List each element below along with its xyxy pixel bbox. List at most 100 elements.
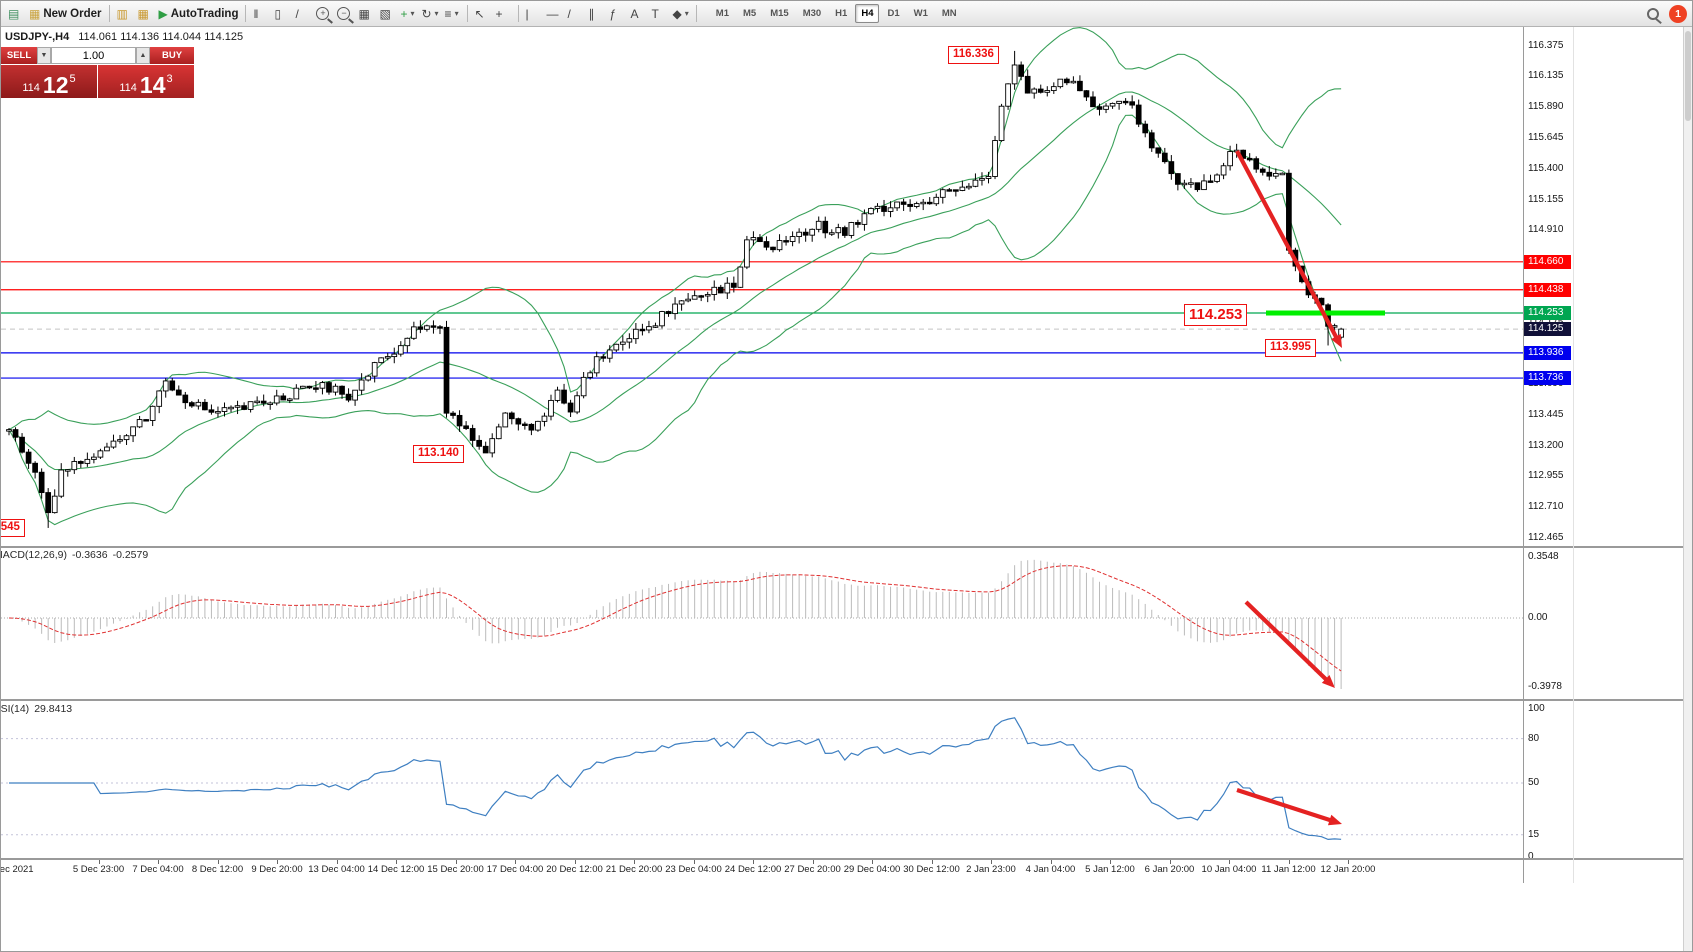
zoom-out-icon[interactable]: −	[334, 3, 355, 24]
one-click-trading-panel: SELL ▼ ▲ BUY 114 12 5 114 14 3	[1, 47, 194, 98]
price-down-arrow	[1235, 150, 1342, 344]
toolbar-separator	[245, 5, 247, 22]
bollinger-upper-band	[8, 27, 1342, 431]
trendline-icon[interactable]: /	[565, 3, 586, 24]
dropdown-caret-icon: ▾	[434, 9, 439, 18]
rsi-line	[9, 717, 1342, 840]
tile-windows-icon: ▦	[358, 6, 370, 21]
buy-price-button[interactable]: 114 14 3	[98, 65, 194, 98]
line-chart-icon[interactable]: /	[292, 3, 313, 24]
zoom-in-icon: +	[316, 7, 330, 20]
macd-histogram	[15, 559, 1342, 689]
candlesticks	[6, 50, 1344, 528]
chart-window-icon[interactable]: ▤	[5, 3, 26, 24]
timeframe-m15[interactable]: M15	[770, 8, 789, 19]
panel-separator[interactable]	[1, 546, 1692, 548]
toolbar-button-group: ▤ ▦ New Order ▥ ▦ ▶ AutoTrading ‖ ▯ / + − ▦ ▧ + ▾ ↻ ▾ ≡ ▾ ↖ +…	[5, 3, 701, 24]
dropdown-caret-icon: ▾	[410, 9, 415, 18]
buy-header-button[interactable]: BUY	[150, 47, 194, 64]
new-chart-button[interactable]: + ▾	[397, 3, 418, 24]
timeframe-mn[interactable]: MN	[941, 8, 957, 19]
timeframe-w1[interactable]: W1	[913, 8, 928, 19]
vertical-line-icon: |	[525, 6, 529, 21]
zoom-in-icon[interactable]: +	[313, 3, 334, 24]
dropdown-caret-icon: ▾	[454, 9, 459, 18]
toolbar-separator	[108, 5, 110, 22]
sell-price-button[interactable]: 114 12 5	[1, 65, 97, 98]
chart-window-icon: ▤	[8, 6, 20, 21]
profiles-icon: ▥	[116, 6, 128, 21]
indicators-icon[interactable]: ≡ ▾	[442, 3, 463, 24]
macd-signal-line	[8, 565, 1342, 672]
crosshair-icon[interactable]: +	[493, 3, 514, 24]
macd-value-2: -0.2579	[112, 549, 149, 561]
bollinger-lower-band	[8, 114, 1342, 526]
fibonacci-icon: ƒ	[609, 6, 617, 21]
cycle-charts-icon: ↻	[421, 6, 432, 21]
autotrading-button-icon: ▶	[158, 6, 168, 21]
shapes-icon[interactable]: ◆ ▾	[670, 3, 692, 24]
new-order-button-label: New Order	[43, 7, 102, 20]
dropdown-caret-icon: ▾	[684, 9, 689, 18]
autotrading-button[interactable]: ▶ AutoTrading	[156, 3, 242, 24]
vertical-scrollbar[interactable]	[1683, 27, 1692, 951]
toolbar-separator	[695, 5, 697, 22]
vertical-line-icon[interactable]: |	[523, 3, 544, 24]
volume-increase-button[interactable]: ▲	[136, 47, 150, 64]
price-down-arrow-head	[1331, 333, 1342, 348]
rsi-down-arrow	[1236, 788, 1337, 825]
timeframe-h4[interactable]: H4	[855, 4, 880, 23]
horizontal-line-icon[interactable]: —	[544, 3, 565, 24]
ask-main-digits: 14	[139, 71, 166, 98]
notification-badge[interactable]: 1	[1669, 5, 1687, 23]
bid-main-digits: 12	[42, 71, 69, 98]
trendline-icon: /	[567, 6, 571, 21]
ask-pip-digit: 3	[166, 73, 173, 85]
profiles-icon[interactable]: ▥	[114, 3, 135, 24]
price-scale-border	[1523, 27, 1524, 883]
ask-prefix: 114	[119, 81, 137, 94]
search-icon[interactable]	[1647, 8, 1659, 20]
text-label-icon[interactable]: T	[649, 3, 670, 24]
toolbar-separator	[517, 5, 519, 22]
channel-icon[interactable]: ∥	[586, 3, 607, 24]
chart-window-edge	[1573, 27, 1574, 883]
timeframe-m30[interactable]: M30	[802, 8, 822, 19]
text-icon[interactable]: A	[628, 3, 649, 24]
market-watch-icon: ▦	[137, 6, 149, 21]
macd-value-1: -0.3636	[71, 549, 108, 561]
bar-chart-icon: ‖	[253, 6, 259, 21]
new-chart-button-icon: +	[400, 6, 408, 21]
panel-separator	[1, 858, 1692, 860]
horizontal-line-icon: —	[546, 6, 559, 21]
cursor-icon[interactable]: ↖	[472, 3, 493, 24]
text-label-icon: T	[651, 6, 659, 21]
sell-header-button[interactable]: SELL	[1, 47, 37, 64]
panel-separator[interactable]	[1, 699, 1692, 701]
timeframe-d1[interactable]: D1	[887, 8, 900, 19]
rsi-label: RSI(14)29.8413	[0, 703, 73, 715]
cursor-icon: ↖	[474, 6, 485, 21]
crosshair-icon: +	[495, 6, 503, 21]
rsi-down-arrow-head	[1327, 814, 1342, 826]
timeframe-h1[interactable]: H1	[835, 8, 848, 19]
candlestick-chart-icon[interactable]: ▯	[271, 3, 292, 24]
volume-decrease-button[interactable]: ▼	[37, 47, 51, 64]
cascade-windows-icon[interactable]: ▧	[376, 3, 397, 24]
timeframe-m1[interactable]: M1	[715, 8, 729, 19]
new-order-button[interactable]: ▦ New Order	[26, 3, 105, 24]
timeframe-m5[interactable]: M5	[743, 8, 757, 19]
shapes-icon: ◆	[672, 6, 682, 21]
market-watch-icon[interactable]: ▦	[135, 3, 156, 24]
timeframe-button-group: M1 M5 M15 M30 H1 H4 D1 W1 MN	[709, 4, 964, 23]
tile-windows-icon[interactable]: ▦	[355, 3, 376, 24]
new-order-button-icon: ▦	[29, 6, 41, 21]
volume-input[interactable]	[51, 47, 136, 64]
cycle-charts-icon[interactable]: ↻ ▾	[418, 3, 441, 24]
line-chart-icon: /	[295, 6, 299, 21]
scrollbar-thumb[interactable]	[1685, 31, 1691, 121]
fibonacci-icon[interactable]: ƒ	[607, 3, 628, 24]
bid-prefix: 114	[22, 81, 40, 94]
bar-chart-icon[interactable]: ‖	[250, 3, 271, 24]
